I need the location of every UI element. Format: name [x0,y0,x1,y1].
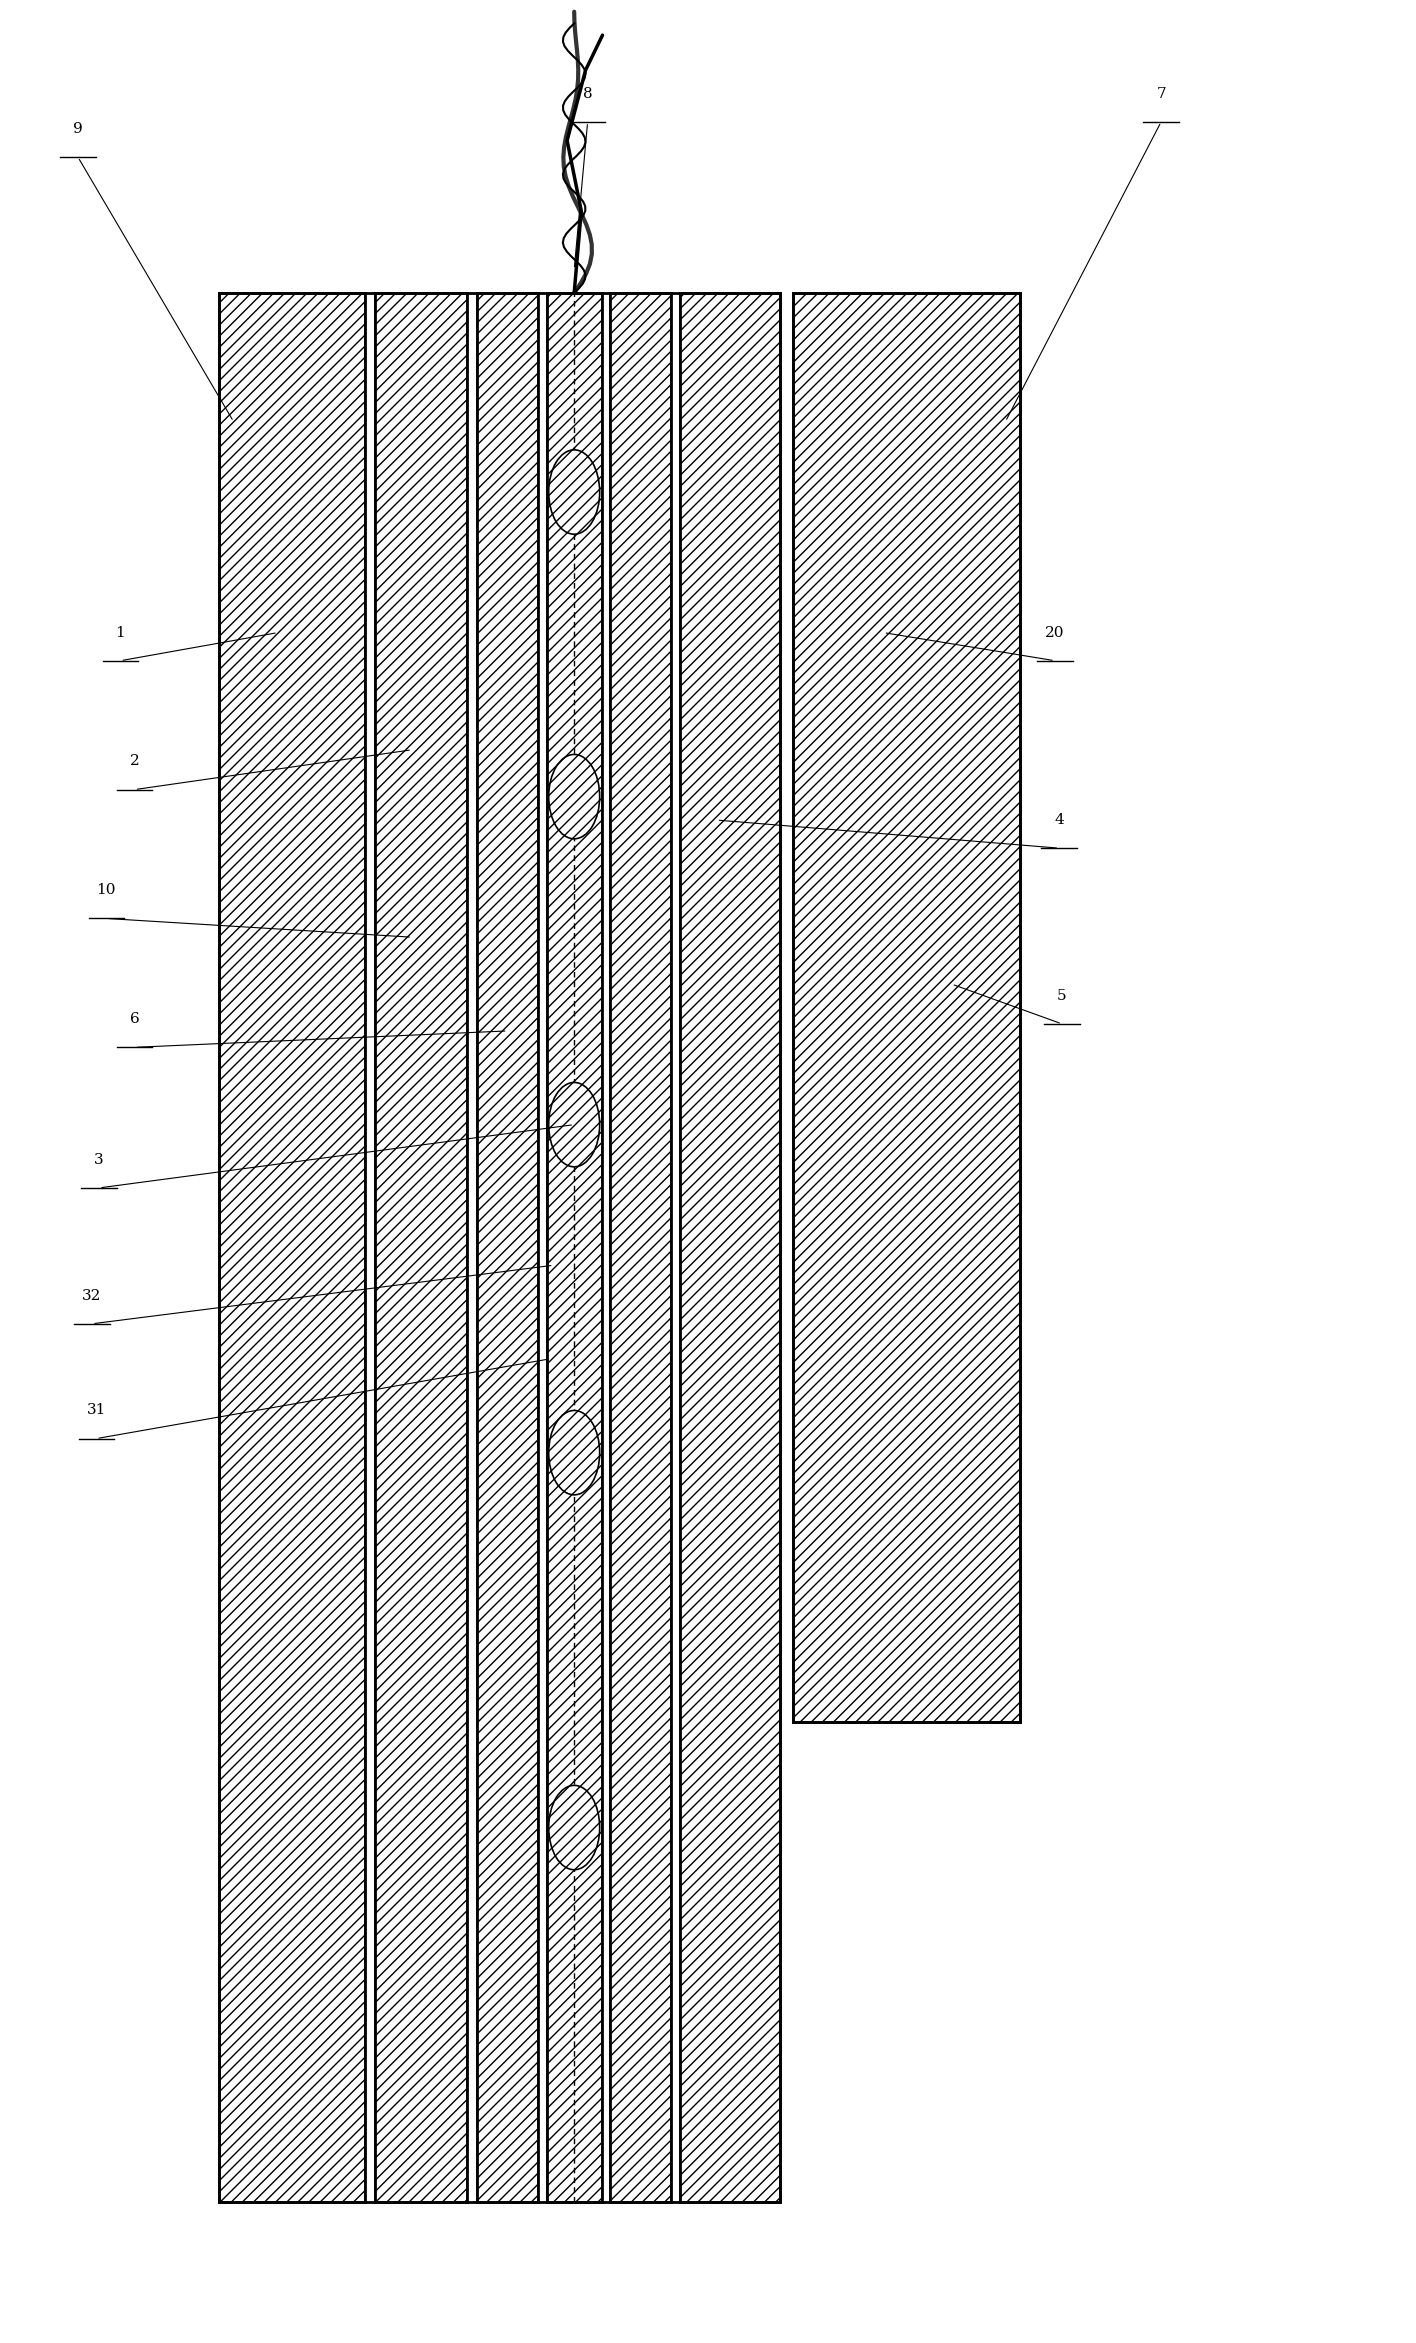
Circle shape [549,450,599,534]
Text: 5: 5 [1058,989,1066,1003]
Bar [793,293,1020,1722]
Bar [680,293,780,2202]
Text: 9: 9 [74,122,82,136]
Text: 2: 2 [130,754,139,769]
Circle shape [549,754,599,839]
Text: 4: 4 [1055,813,1063,827]
Circle shape [549,1082,599,1167]
Text: 8: 8 [583,87,592,101]
Text: 32: 32 [82,1289,102,1303]
Text: 31: 31 [86,1403,106,1418]
Text: 1: 1 [116,626,125,640]
Text: 7: 7 [1157,87,1165,101]
Bar [547,293,602,2202]
Circle shape [549,1410,599,1495]
Text: 3: 3 [95,1153,103,1167]
Text: 6: 6 [130,1012,139,1026]
Text: 10: 10 [96,883,116,897]
Bar [219,293,780,2202]
Text: 20: 20 [1045,626,1065,640]
Bar [610,293,671,2202]
Bar [375,293,467,2202]
Circle shape [549,1785,599,1870]
Bar [793,293,1020,1722]
Bar [477,293,538,2202]
Bar [219,293,365,2202]
